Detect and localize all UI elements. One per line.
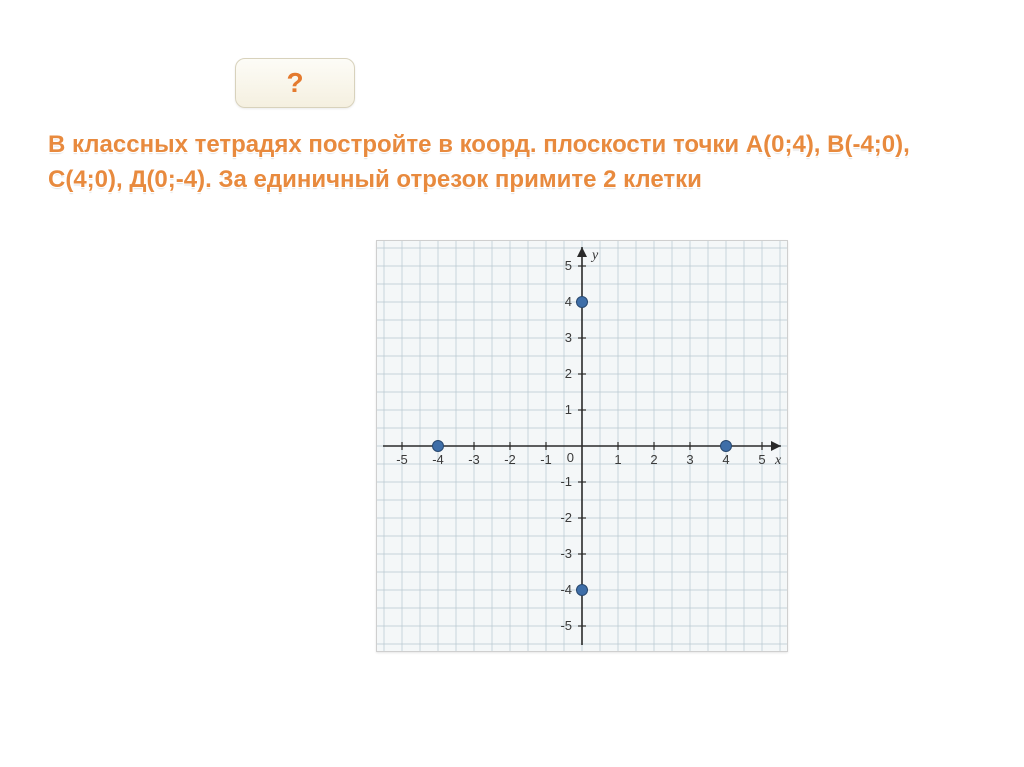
svg-text:y: y xyxy=(590,248,599,263)
svg-text:2: 2 xyxy=(650,452,657,467)
svg-text:-2: -2 xyxy=(504,452,516,467)
svg-text:4: 4 xyxy=(722,452,729,467)
svg-text:-4: -4 xyxy=(560,582,572,597)
svg-text:1: 1 xyxy=(614,452,621,467)
svg-text:3: 3 xyxy=(686,452,693,467)
svg-text:1: 1 xyxy=(565,402,572,417)
svg-text:-4: -4 xyxy=(432,452,444,467)
svg-text:3: 3 xyxy=(565,330,572,345)
svg-text:5: 5 xyxy=(758,452,765,467)
task-text: В классных тетрадях постройте в коорд. п… xyxy=(48,128,976,198)
svg-text:4: 4 xyxy=(565,294,572,309)
svg-text:-2: -2 xyxy=(560,510,572,525)
svg-text:-3: -3 xyxy=(560,546,572,561)
question-badge: ? xyxy=(235,58,355,108)
svg-text:-1: -1 xyxy=(560,474,572,489)
svg-text:-5: -5 xyxy=(560,618,572,633)
svg-text:5: 5 xyxy=(565,258,572,273)
svg-text:-5: -5 xyxy=(396,452,408,467)
svg-text:x: x xyxy=(774,453,782,468)
question-badge-text: ? xyxy=(286,67,303,99)
svg-text:0: 0 xyxy=(567,450,574,465)
svg-text:-3: -3 xyxy=(468,452,480,467)
coordinate-plane-chart: -5 -4 -3 -2 -1 1 2 3 4 5 -5 -4 -3 -2 -1 1 2 3 4 5 0 x y xyxy=(376,240,788,652)
svg-text:-1: -1 xyxy=(540,452,552,467)
svg-text:2: 2 xyxy=(565,366,572,381)
